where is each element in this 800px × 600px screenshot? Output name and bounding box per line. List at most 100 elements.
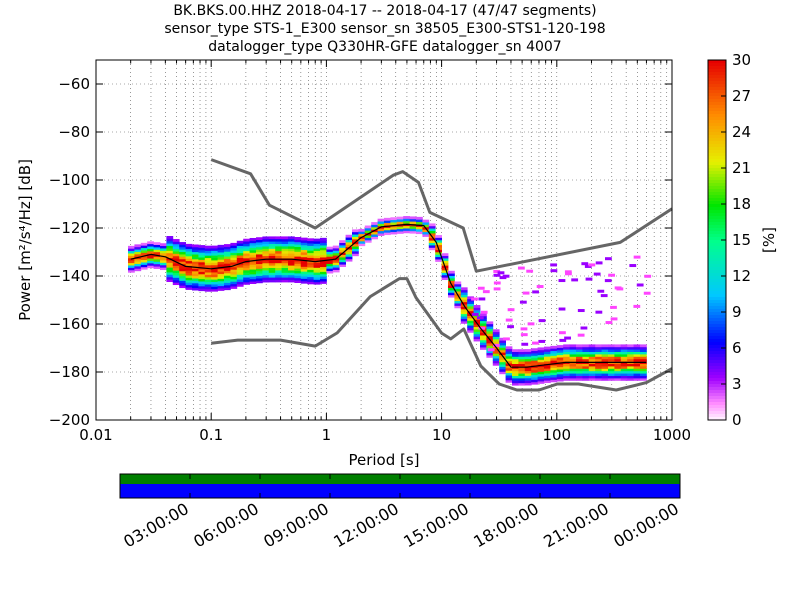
colorbar-band bbox=[708, 393, 726, 397]
heatmap-cell bbox=[256, 244, 263, 248]
heatmap-cell bbox=[531, 353, 538, 356]
heatmap-cell bbox=[601, 373, 609, 376]
heatmap-cell bbox=[275, 260, 282, 264]
heatmap-cell bbox=[300, 276, 308, 279]
heatmap-cell bbox=[294, 253, 302, 257]
heatmap-cell bbox=[492, 362, 500, 366]
heatmap-cell bbox=[629, 264, 637, 268]
heatmap-cell bbox=[499, 347, 506, 351]
heatmap-cell bbox=[595, 368, 602, 372]
chart-title-line-2: sensor_type STS-1_E300 sensor_sn 38505_E… bbox=[164, 21, 606, 37]
heatmap-cell bbox=[550, 350, 558, 354]
heatmap-cell bbox=[633, 368, 641, 372]
heatmap-cell bbox=[460, 292, 468, 295]
heatmap-cell bbox=[339, 247, 346, 251]
colorbar-band bbox=[708, 267, 726, 271]
heatmap-cell bbox=[204, 255, 212, 259]
heatmap-cell bbox=[582, 358, 590, 362]
heatmap-cell bbox=[326, 249, 334, 252]
x-tick-label: 10 bbox=[432, 426, 451, 444]
heatmap-cell bbox=[563, 349, 570, 352]
heatmap-cell bbox=[179, 258, 186, 262]
heatmap-cell bbox=[428, 233, 436, 236]
heatmap-cell bbox=[563, 363, 570, 367]
heatmap-cell bbox=[179, 266, 186, 269]
heatmap-cell bbox=[518, 380, 526, 384]
colorbar-band bbox=[708, 183, 726, 187]
heatmap-cell bbox=[313, 277, 321, 280]
heatmap-cell bbox=[300, 266, 308, 270]
heatmap-cell bbox=[185, 279, 193, 283]
heatmap-cell bbox=[185, 267, 193, 271]
heatmap-cell bbox=[505, 318, 513, 322]
heatmap-cell bbox=[249, 266, 257, 270]
heatmap-cell bbox=[172, 282, 180, 286]
heatmap-cell bbox=[492, 341, 500, 345]
colorbar-band bbox=[708, 147, 726, 151]
heatmap-cell bbox=[339, 261, 346, 265]
heatmap-cell bbox=[275, 277, 282, 280]
heatmap-cell bbox=[326, 261, 334, 264]
colorbar-band bbox=[708, 120, 726, 124]
heatmap-cell bbox=[620, 346, 628, 350]
colorbar-band bbox=[708, 288, 726, 292]
heatmap-cell bbox=[544, 368, 551, 372]
heatmap-cell bbox=[192, 244, 199, 248]
heatmap-cell bbox=[518, 368, 526, 372]
heatmap-cell bbox=[307, 257, 314, 261]
heatmap-cell bbox=[236, 274, 244, 278]
heatmap-cell bbox=[384, 220, 391, 224]
heatmap-cell bbox=[563, 346, 570, 350]
heatmap-cell bbox=[435, 259, 442, 262]
heatmap-cell bbox=[582, 354, 590, 357]
heatmap-cell bbox=[588, 375, 596, 379]
heatmap-cell bbox=[544, 351, 551, 355]
heatmap-cell bbox=[179, 285, 186, 289]
colorbar-band bbox=[708, 132, 726, 136]
heatmap-cell bbox=[256, 280, 263, 284]
heatmap-cell bbox=[460, 320, 468, 324]
heatmap-cell bbox=[313, 245, 321, 249]
heatmap-cell bbox=[605, 321, 613, 325]
heatmap-cell bbox=[281, 272, 289, 276]
heatmap-cell bbox=[633, 366, 641, 369]
heatmap-cell bbox=[192, 254, 199, 257]
heatmap-cell bbox=[480, 313, 487, 317]
heatmap-cell bbox=[249, 261, 257, 265]
heatmap-cell bbox=[460, 299, 468, 303]
heatmap-cell bbox=[275, 270, 282, 273]
heatmap-cell bbox=[505, 379, 513, 383]
heatmap-cell bbox=[620, 368, 628, 372]
heatmap-cell bbox=[519, 300, 527, 304]
heatmap-cell bbox=[633, 304, 641, 308]
heatmap-cell bbox=[595, 344, 602, 348]
heatmap-cell bbox=[384, 222, 391, 226]
heatmap-cell bbox=[358, 231, 366, 235]
heatmap-cell bbox=[320, 245, 327, 248]
heatmap-cell bbox=[217, 264, 225, 267]
heatmap-cell bbox=[243, 243, 250, 247]
heatmap-cell bbox=[522, 291, 530, 295]
colorbar-band bbox=[708, 60, 726, 64]
heatmap-cell bbox=[313, 248, 321, 252]
heatmap-cell bbox=[320, 257, 327, 260]
heatmap-cell bbox=[620, 373, 628, 376]
heatmap-cell bbox=[460, 316, 468, 319]
heatmap-cell bbox=[371, 231, 378, 235]
heatmap-cell bbox=[588, 344, 596, 348]
heatmap-cell bbox=[288, 243, 295, 247]
heatmap-cell bbox=[243, 238, 250, 242]
heatmap-cell bbox=[384, 227, 391, 231]
heatmap-cell bbox=[588, 378, 596, 381]
heatmap-cell bbox=[204, 269, 212, 273]
heatmap-cell bbox=[588, 263, 596, 267]
heatmap-cell bbox=[166, 279, 174, 283]
heatmap-cell bbox=[339, 254, 346, 258]
heatmap-cell bbox=[537, 357, 545, 360]
heatmap-cell bbox=[153, 249, 161, 253]
heatmap-cell bbox=[467, 310, 474, 314]
heatmap-cell bbox=[627, 375, 634, 379]
heatmap-cell bbox=[243, 267, 250, 271]
heatmap-cell bbox=[558, 307, 566, 311]
heatmap-cell bbox=[313, 255, 321, 259]
